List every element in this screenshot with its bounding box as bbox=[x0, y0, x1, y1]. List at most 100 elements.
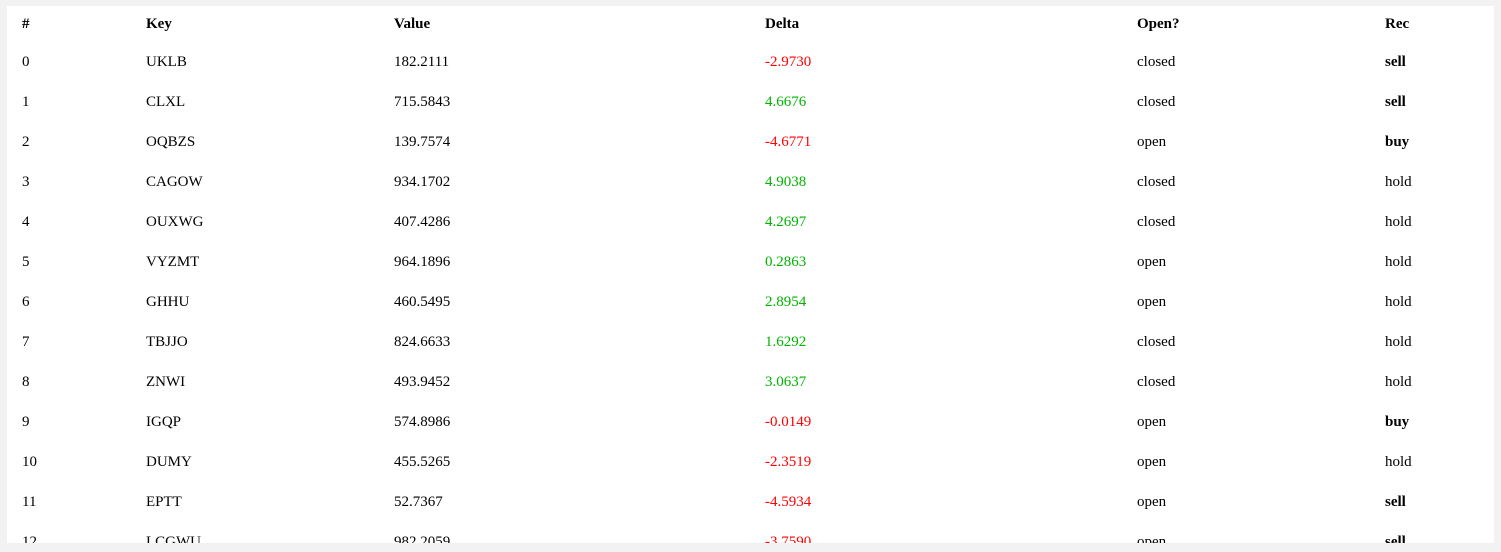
row-delta-cell: 0.2863 bbox=[765, 253, 807, 270]
row-delta-cell: -3.7590 bbox=[765, 533, 812, 544]
row-rec-cell: hold bbox=[1385, 213, 1412, 230]
data-table: # Key Value Delta Open? Rec 0 UKLB 182.211… bbox=[7, 6, 1494, 544]
row-open-cell: closed bbox=[1137, 333, 1176, 350]
row-rec-cell: hold bbox=[1385, 253, 1412, 270]
table-body: 0 UKLB 182.2111 -2.9730 closed sell 1 CLXL 715.5… bbox=[7, 42, 1494, 544]
row-delta-cell: -4.5934 bbox=[765, 493, 812, 510]
row-open-cell: closed bbox=[1137, 53, 1176, 70]
row-value-cell: 824.6633 bbox=[394, 333, 451, 350]
column-header-rec: Rec bbox=[1385, 15, 1410, 32]
row-value-cell: 455.5265 bbox=[394, 453, 451, 470]
row-delta-cell: -2.9730 bbox=[765, 53, 812, 70]
row-open-cell: closed bbox=[1137, 93, 1176, 110]
row-open-cell: closed bbox=[1137, 373, 1176, 390]
row-value-cell: 982.2059 bbox=[394, 533, 451, 544]
table-header: # Key Value Delta Open? Rec bbox=[7, 6, 1494, 42]
row-rec-cell: hold bbox=[1385, 293, 1412, 310]
row-rec-cell: sell bbox=[1385, 493, 1406, 510]
row-delta-cell: -2.3519 bbox=[765, 453, 812, 470]
table-row: 4 OUXWG 407.4286 4.2697 closed hold bbox=[7, 202, 1494, 242]
row-index-cell: 0 bbox=[22, 53, 30, 70]
row-rec-cell: sell bbox=[1385, 533, 1406, 544]
row-key-cell: CLXL bbox=[146, 93, 186, 110]
row-open-cell: open bbox=[1137, 453, 1167, 470]
row-open-cell: closed bbox=[1137, 213, 1176, 230]
row-value-cell: 139.7574 bbox=[394, 133, 451, 150]
row-key-cell: IGQP bbox=[146, 413, 182, 430]
row-value-cell: 934.1702 bbox=[394, 173, 451, 190]
row-key-cell: TBJJO bbox=[146, 333, 188, 350]
table-row: 1 CLXL 715.5843 4.6676 closed sell bbox=[7, 82, 1494, 122]
row-index-cell: 8 bbox=[22, 373, 30, 390]
row-index-cell: 6 bbox=[22, 293, 30, 310]
row-value-cell: 964.1896 bbox=[394, 253, 451, 270]
row-open-cell: open bbox=[1137, 493, 1167, 510]
table-row: 2 OQBZS 139.7574 -4.6771 open buy bbox=[7, 122, 1494, 162]
row-key-cell: LCGWU bbox=[146, 533, 201, 544]
table-row: 3 CAGOW 934.1702 4.9038 closed hold bbox=[7, 162, 1494, 202]
row-value-cell: 52.7367 bbox=[394, 493, 443, 510]
row-rec-cell: hold bbox=[1385, 373, 1412, 390]
table-row: 12 LCGWU 982.2059 -3.7590 open sell bbox=[7, 522, 1494, 544]
row-rec-cell: sell bbox=[1385, 93, 1406, 110]
row-rec-cell: buy bbox=[1385, 413, 1410, 430]
row-open-cell: open bbox=[1137, 133, 1167, 150]
row-key-cell: OQBZS bbox=[146, 133, 196, 150]
row-rec-cell: hold bbox=[1385, 333, 1412, 350]
row-delta-cell: 4.2697 bbox=[765, 213, 807, 230]
table-row: 10 DUMY 455.5265 -2.3519 open hold bbox=[7, 442, 1494, 482]
row-open-cell: open bbox=[1137, 533, 1167, 544]
row-key-cell: DUMY bbox=[146, 453, 192, 470]
table-row: 7 TBJJO 824.6633 1.6292 closed hold bbox=[7, 322, 1494, 362]
column-header-value: Value bbox=[394, 15, 431, 32]
table-row: 5 VYZMT 964.1896 0.2863 open hold bbox=[7, 242, 1494, 282]
row-key-cell: GHHU bbox=[146, 293, 190, 310]
row-index-cell: 4 bbox=[22, 213, 30, 230]
row-value-cell: 574.8986 bbox=[394, 413, 451, 430]
row-delta-cell: -4.6771 bbox=[765, 133, 812, 150]
row-index-cell: 7 bbox=[22, 333, 30, 350]
row-index-cell: 1 bbox=[22, 93, 30, 110]
data-table-panel: # Key Value Delta Open? Rec 0 UKLB 182.211… bbox=[7, 6, 1494, 543]
row-rec-cell: hold bbox=[1385, 453, 1412, 470]
row-key-cell: UKLB bbox=[146, 53, 187, 70]
row-value-cell: 460.5495 bbox=[394, 293, 451, 310]
row-key-cell: VYZMT bbox=[146, 253, 200, 270]
column-header-delta: Delta bbox=[765, 15, 800, 32]
row-value-cell: 493.9452 bbox=[394, 373, 451, 390]
row-index-cell: 5 bbox=[22, 253, 30, 270]
row-open-cell: open bbox=[1137, 413, 1167, 430]
row-delta-cell: 3.0637 bbox=[765, 373, 807, 390]
table-header-row: # Key Value Delta Open? Rec bbox=[7, 6, 1494, 42]
row-index-cell: 10 bbox=[22, 453, 37, 470]
table-row: 9 IGQP 574.8986 -0.0149 open buy bbox=[7, 402, 1494, 442]
row-delta-cell: -0.0149 bbox=[765, 413, 812, 430]
row-delta-cell: 2.8954 bbox=[765, 293, 807, 310]
table-row: 6 GHHU 460.5495 2.8954 open hold bbox=[7, 282, 1494, 322]
row-delta-cell: 4.9038 bbox=[765, 173, 807, 190]
row-open-cell: closed bbox=[1137, 173, 1176, 190]
row-delta-cell: 4.6676 bbox=[765, 93, 807, 110]
row-index-cell: 3 bbox=[22, 173, 30, 190]
column-header-key: Key bbox=[146, 15, 172, 32]
row-rec-cell: hold bbox=[1385, 173, 1412, 190]
table-row: 0 UKLB 182.2111 -2.9730 closed sell bbox=[7, 42, 1494, 82]
table-row: 11 EPTT 52.7367 -4.5934 open sell bbox=[7, 482, 1494, 522]
row-key-cell: CAGOW bbox=[146, 173, 203, 190]
row-key-cell: EPTT bbox=[146, 493, 182, 510]
column-header-open: Open? bbox=[1137, 15, 1180, 32]
row-key-cell: ZNWI bbox=[146, 373, 186, 390]
row-open-cell: open bbox=[1137, 293, 1167, 310]
table-row: 8 ZNWI 493.9452 3.0637 closed hold bbox=[7, 362, 1494, 402]
row-index-cell: 11 bbox=[22, 493, 37, 510]
row-value-cell: 182.2111 bbox=[394, 53, 450, 70]
row-value-cell: 715.5843 bbox=[394, 93, 451, 110]
row-index-cell: 2 bbox=[22, 133, 30, 150]
row-rec-cell: buy bbox=[1385, 133, 1410, 150]
row-key-cell: OUXWG bbox=[146, 213, 204, 230]
row-delta-cell: 1.6292 bbox=[765, 333, 807, 350]
row-value-cell: 407.4286 bbox=[394, 213, 451, 230]
row-index-cell: 9 bbox=[22, 413, 30, 430]
row-open-cell: open bbox=[1137, 253, 1167, 270]
row-index-cell: 12 bbox=[22, 533, 37, 544]
